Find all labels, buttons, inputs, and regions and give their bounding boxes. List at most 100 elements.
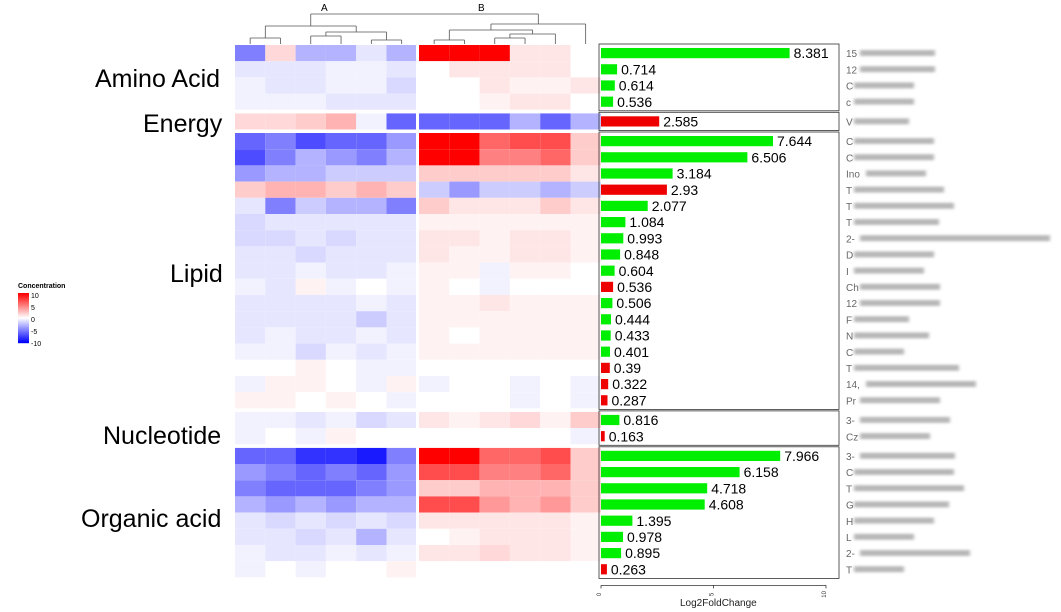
heatmap-cell: [235, 295, 266, 312]
heatmap-cell: [265, 343, 296, 360]
condition-label-a: A: [321, 3, 328, 14]
heatmap-cell: [419, 246, 450, 263]
heatmap-cell: [386, 561, 417, 578]
heatmap-cell: [509, 61, 541, 78]
heatmap-cell: [570, 113, 601, 130]
heatmap-cell: [295, 149, 326, 166]
heatmap-cell: [356, 214, 387, 231]
heatmap-cell: [356, 278, 387, 295]
heatmap-cell: [479, 359, 510, 376]
heatmap-cell: [295, 561, 326, 578]
row-name-prefix: T: [846, 364, 852, 375]
heatmap-cell: [449, 149, 480, 166]
heatmap-cell: [235, 278, 266, 295]
heatmap-cell: [570, 197, 601, 214]
heatmap-group-gap: [234, 444, 598, 448]
heatmap-cell: [325, 480, 357, 497]
row-name-prefix: T: [846, 202, 852, 213]
heatmap-cell: [235, 181, 266, 198]
heatmap-cell: [540, 278, 571, 295]
fold-change-bar: [601, 64, 618, 75]
heatmap-cell: [509, 528, 541, 545]
heatmap-cell: [386, 343, 417, 360]
heatmap-cell: [419, 392, 450, 409]
heatmap-cell: [235, 149, 266, 166]
fold-change-bar: [601, 152, 748, 163]
bar-group-box: [598, 131, 840, 410]
heatmap-cell: [325, 77, 357, 94]
heatmap-cell: [479, 343, 510, 360]
legend-gradient-step: [18, 323, 29, 325]
fold-change-bar: [601, 467, 740, 478]
legend-gradient-step: [18, 329, 29, 331]
heatmap-cell: [570, 447, 601, 464]
heatmap-cell: [449, 61, 480, 78]
heatmap-cell: [386, 464, 417, 481]
heatmap-cell: [570, 181, 601, 198]
heatmap-cell: [235, 496, 266, 513]
heatmap-cell: [325, 61, 357, 78]
heatmap-cell: [235, 113, 266, 130]
heatmap-cell: [540, 45, 571, 62]
heatmap-cell: [540, 392, 571, 409]
legend-tick-5: 5: [31, 305, 35, 312]
heatmap-cell: [386, 528, 417, 545]
heatmap-cell: [356, 165, 387, 182]
heatmap-cell: [235, 93, 266, 110]
bar-value-label: 2.585: [663, 114, 698, 130]
heatmap-cell: [235, 545, 266, 562]
row-name-prefix: C: [846, 137, 853, 148]
legend-gradient-step: [18, 293, 29, 295]
heatmap-cell: [386, 45, 417, 62]
heatmap-cell: [235, 77, 266, 94]
heatmap-cell: [386, 376, 417, 393]
fold-change-bar: [601, 233, 624, 244]
heatmap-cell: [479, 77, 510, 94]
heatmap-cell: [479, 165, 510, 182]
heatmap-cell: [509, 214, 541, 231]
fold-change-bar: [601, 414, 620, 426]
heatmap-cell: [570, 343, 601, 360]
heatmap-cell: [295, 376, 326, 393]
row-name-blur: [854, 348, 904, 355]
heatmap-cell: [479, 133, 510, 150]
group-label-amino-acid: Amino Acid: [95, 65, 221, 93]
bar-value-label: 0.604: [619, 263, 654, 279]
heatmap-cell: [449, 45, 480, 62]
heatmap-cell: [449, 230, 480, 247]
heatmap-cell: [235, 392, 266, 409]
heatmap-cell: [295, 295, 326, 312]
legend-gradient-step: [18, 338, 29, 340]
heatmap-cell: [419, 528, 450, 545]
row-name-blur: [860, 235, 1050, 242]
heatmap-cell: [265, 77, 296, 94]
fold-change-bar: [601, 168, 673, 179]
heatmap-cell: [540, 428, 571, 445]
heatmap-cell: [509, 165, 541, 182]
row-name-blur: [854, 202, 954, 209]
heatmap-cell: [356, 262, 387, 279]
row-name-prefix: Ch: [846, 283, 859, 294]
legend-gradient-step: [18, 318, 29, 320]
heatmap-cell: [540, 561, 571, 578]
heatmap-cell: [386, 295, 417, 312]
heatmap-cell: [265, 230, 296, 247]
row-name-prefix: C: [846, 348, 853, 359]
row-name-blur: [854, 316, 909, 323]
heatmap-cell: [295, 165, 326, 182]
heatmap-cell: [540, 165, 571, 182]
heatmap-cell: [479, 181, 510, 198]
heatmap-cell: [509, 392, 541, 409]
heatmap-cell: [509, 149, 541, 166]
heatmap: [234, 45, 601, 578]
heatmap-cell: [386, 149, 417, 166]
heatmap-cell: [570, 149, 601, 166]
heatmap-cell: [295, 411, 326, 429]
legend-gradient-step: [18, 332, 29, 334]
legend-gradient-step: [18, 309, 29, 311]
legend-gradient-step: [18, 333, 29, 335]
heatmap-cell: [570, 295, 601, 312]
heatmap-cell: [235, 61, 266, 78]
heatmap-cell: [570, 327, 601, 344]
legend-tick-0: 0: [31, 317, 35, 324]
